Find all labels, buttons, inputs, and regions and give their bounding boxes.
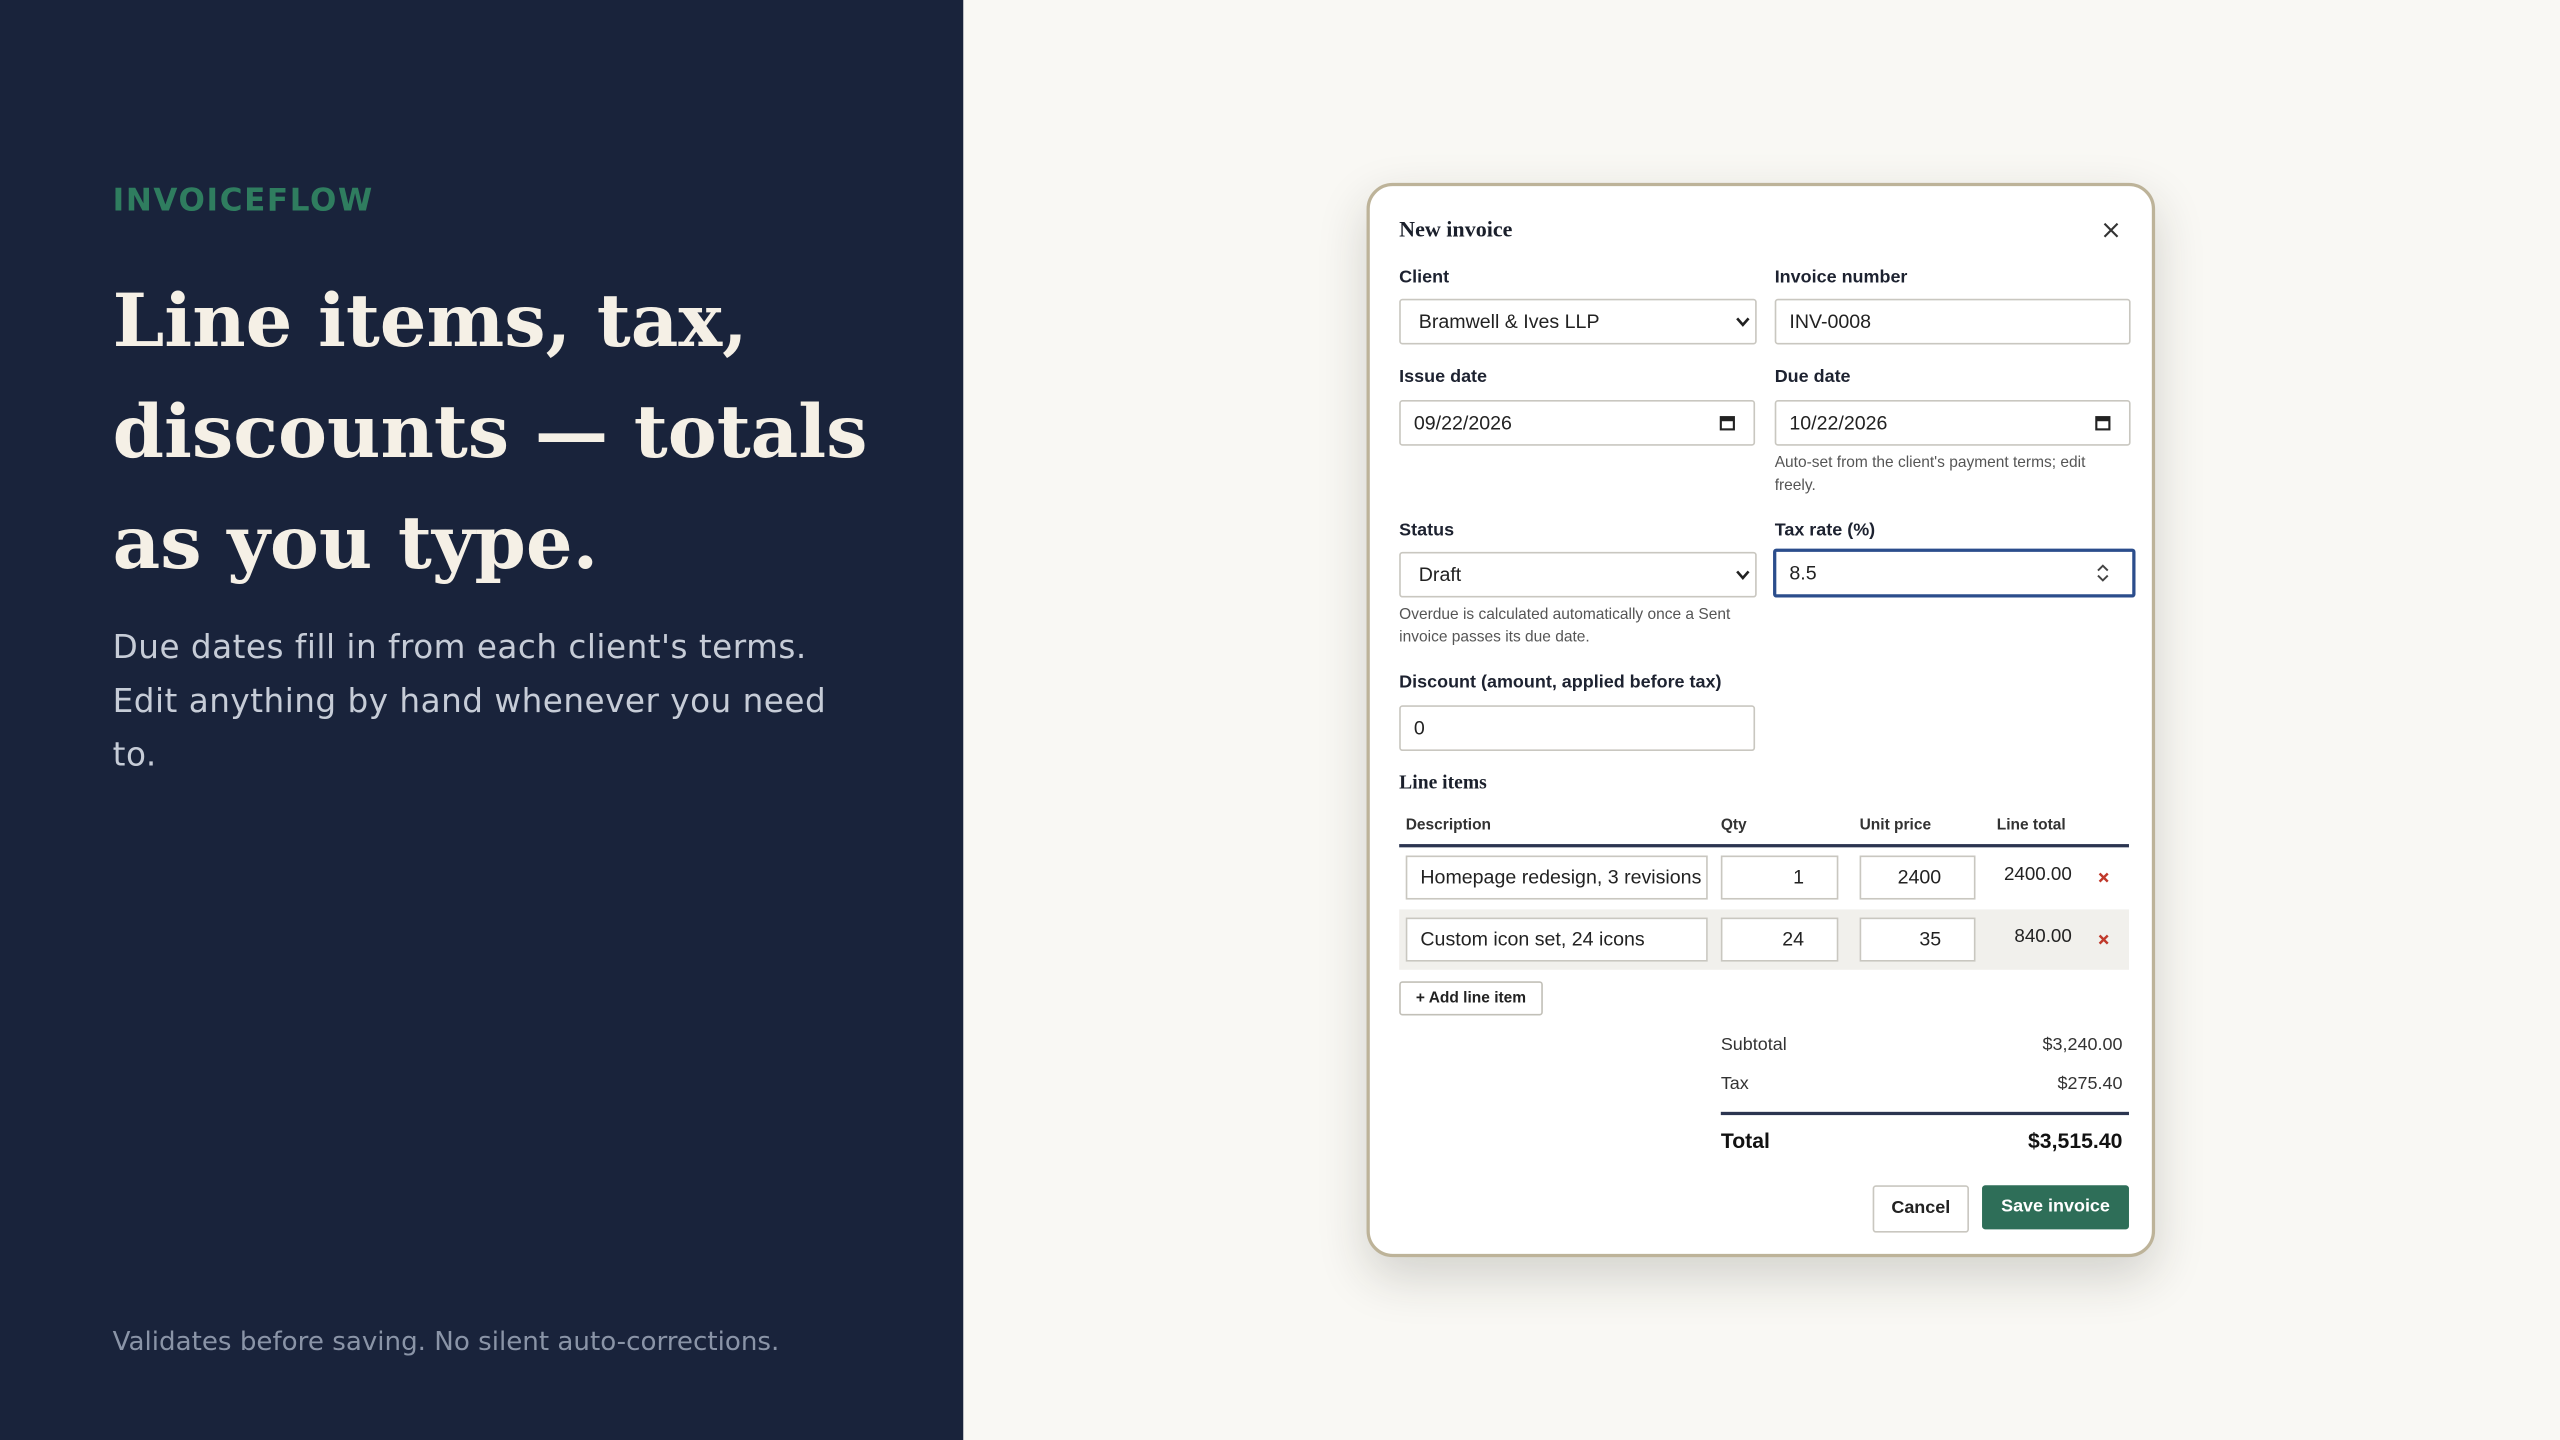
issue-date-input[interactable]: 09/22/2026 xyxy=(1399,399,1756,446)
description-input[interactable]: Custom icon set, 24 icons xyxy=(1405,917,1708,962)
status-select[interactable]: Draft xyxy=(1399,551,1757,598)
column-header: Line total xyxy=(1996,816,2066,835)
column-header: Qty xyxy=(1720,816,1747,835)
tax-rate-input[interactable]: 8.5 xyxy=(1773,548,2136,598)
add-line-item[interactable]: + Add line item xyxy=(1399,981,1543,1016)
invoice-number-input[interactable]: INV-0008 xyxy=(1774,298,2131,345)
total-label: Subtotal xyxy=(1720,1035,1787,1055)
field-hint: Overdue is calculated automatically once… xyxy=(1399,605,1731,647)
field-hint: Auto-set from the client's payment terms… xyxy=(1774,453,2086,495)
description-input[interactable]: Homepage redesign, 3 revisions xyxy=(1405,855,1708,900)
due-date-input[interactable]: 10/22/2026 xyxy=(1774,399,2131,446)
column-header: Unit price xyxy=(1859,816,1932,835)
headline: Line items, tax, discounts — totals as y… xyxy=(112,277,868,587)
remove-row[interactable] xyxy=(2098,872,2109,883)
unit-price-input[interactable]: 2400 xyxy=(1859,855,1976,900)
calendar-icon xyxy=(2095,416,2111,431)
select-arrow xyxy=(1736,570,1750,580)
select-arrow xyxy=(1736,317,1750,327)
total-value: $3,240.00 xyxy=(2042,1035,2123,1055)
line-total: 840.00 xyxy=(2014,927,2072,947)
total-value: $275.40 xyxy=(2057,1074,2123,1094)
discount-input[interactable]: 0 xyxy=(1399,705,1756,752)
total-value: $3,515.40 xyxy=(2028,1128,2123,1153)
field-label: Status xyxy=(1399,520,1455,541)
table-rule xyxy=(1399,844,2129,848)
qty-input[interactable]: 24 xyxy=(1720,917,1839,962)
total-label: Tax xyxy=(1720,1074,1749,1094)
cancel-button[interactable]: Cancel xyxy=(1872,1185,1969,1233)
calendar-icon xyxy=(1719,416,1735,431)
line-total: 2400.00 xyxy=(2003,865,2072,885)
brand: INVOICEFLOW xyxy=(112,182,374,219)
unit-price-input[interactable]: 35 xyxy=(1859,917,1976,962)
field-label: Issue date xyxy=(1399,367,1488,387)
sidebar: INVOICEFLOW Line items, tax, discounts —… xyxy=(0,0,964,1440)
field-label: Due date xyxy=(1774,367,1851,387)
field-label: Tax rate (%) xyxy=(1774,520,1876,541)
total-label: Total xyxy=(1720,1128,1770,1153)
invoice-dialog: New invoice Client Bramwell & Ives LLP I… xyxy=(1366,182,2156,1258)
column-header: Description xyxy=(1405,816,1492,835)
totals-rule xyxy=(1720,1111,2129,1116)
field-label: Invoice number xyxy=(1774,267,1908,288)
spinner-icon xyxy=(2097,564,2109,582)
dialog-title: New invoice xyxy=(1399,217,1513,242)
remove-row[interactable] xyxy=(2098,934,2109,945)
footnote: Validates before saving. No silent auto-… xyxy=(112,1325,780,1357)
close-button[interactable] xyxy=(2103,222,2119,238)
qty-input[interactable]: 1 xyxy=(1720,855,1839,900)
section-title: Line items xyxy=(1399,770,1487,794)
client-select[interactable]: Bramwell & Ives LLP xyxy=(1399,298,1757,345)
save-button[interactable]: Save invoice xyxy=(1982,1185,2129,1230)
description: Due dates fill in from each client's ter… xyxy=(112,626,827,774)
field-label: Client xyxy=(1399,267,1450,288)
field-label: Discount (amount, applied before tax) xyxy=(1399,672,1722,693)
